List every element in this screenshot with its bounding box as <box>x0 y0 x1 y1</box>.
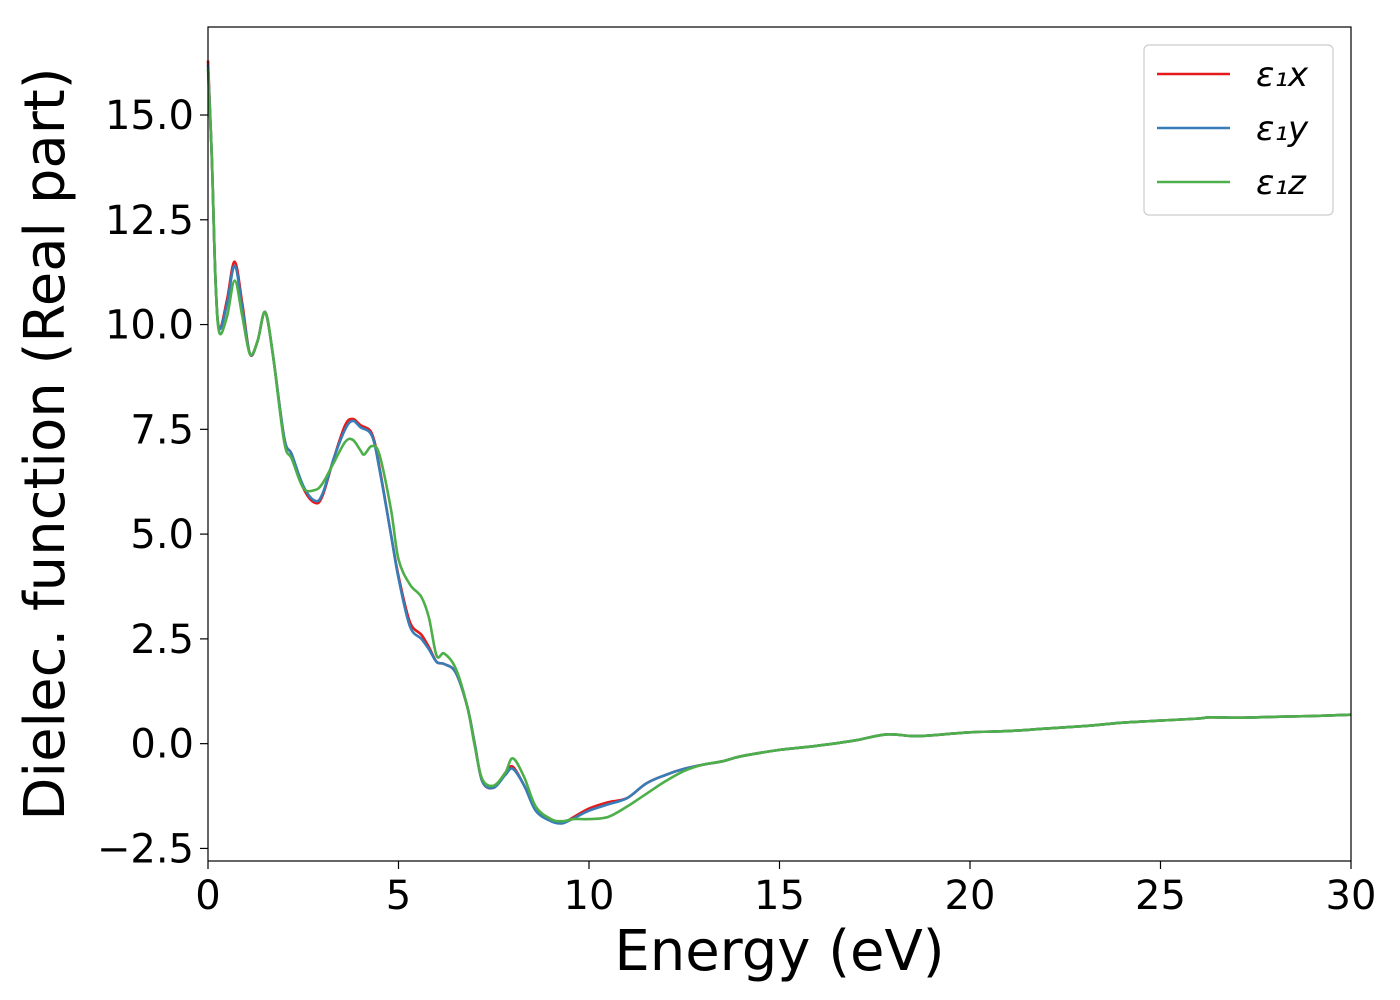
y-tick-label: −2.5 <box>97 826 194 872</box>
y-tick-label: 15.0 <box>105 93 194 139</box>
y-tick-label: 5.0 <box>130 512 194 558</box>
series-layer <box>206 60 1352 825</box>
x-axis-label: Energy (eV) <box>614 919 944 984</box>
legend: ε₁x ε₁y ε₁z <box>1143 44 1334 216</box>
legend-label-1: ε₁x <box>1256 55 1309 95</box>
y-tick-label: 10.0 <box>105 303 194 349</box>
y-tick-label: 7.5 <box>130 407 194 453</box>
x-tick-label: 20 <box>945 873 996 919</box>
y-tick-label: 2.5 <box>130 617 194 663</box>
y-tick-label: 0.0 <box>130 722 194 768</box>
y-axis-ticks: −2.5 0.0 2.5 5.0 7.5 10.0 12.5 15.0 <box>97 93 208 872</box>
legend-box <box>1143 44 1334 216</box>
y-axis-label: Dielec. function (Real part) <box>13 67 78 820</box>
plot-frame <box>207 26 1352 862</box>
x-tick-label: 15 <box>754 873 805 919</box>
x-tick-label: 5 <box>386 873 411 919</box>
series-line-3 <box>206 68 1352 823</box>
legend-label-2: ε₁y <box>1256 109 1309 149</box>
x-tick-label: 25 <box>1135 873 1186 919</box>
x-tick-label: 30 <box>1326 873 1377 919</box>
x-axis-ticks: 0 5 10 15 20 25 30 <box>195 861 1376 919</box>
y-tick-label: 12.5 <box>105 198 194 244</box>
legend-label-3: ε₁z <box>1256 163 1307 203</box>
x-tick-label: 0 <box>195 873 220 919</box>
x-tick-label: 10 <box>564 873 615 919</box>
